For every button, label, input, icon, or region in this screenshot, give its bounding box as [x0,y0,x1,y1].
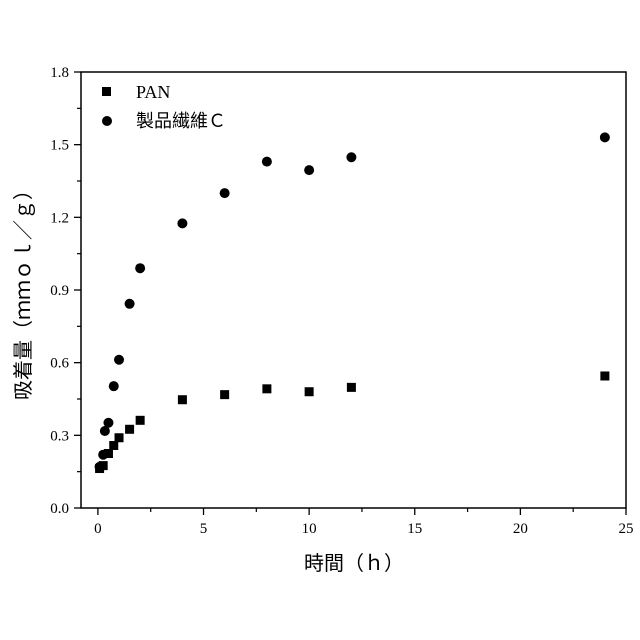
y-tick-labels: 0.0 0.3 0.6 0.9 1.2 1.5 1.8 [50,65,69,517]
legend: PAN 製品繊維Ｃ [102,82,226,131]
x-tick-label: 0 [94,521,102,537]
point-series-1 [599,132,610,143]
point-series-1 [219,188,230,199]
point-series-1 [103,417,114,428]
point-series-0 [177,395,187,405]
x-axis-title: 時間（ｈ） [304,552,404,575]
legend-label-fiber-c: 製品繊維Ｃ [136,111,226,131]
point-series-1 [98,449,109,460]
point-series-0 [600,371,610,381]
point-series-1 [94,461,105,472]
plot-area [80,71,627,509]
point-series-0 [346,382,356,392]
y-tick-label: 0.9 [50,283,69,299]
data-points [94,132,610,474]
y-tick-label: 0.6 [50,356,69,372]
point-series-1 [346,152,357,163]
y-tick-label: 1.2 [50,210,69,226]
point-series-1 [304,165,315,176]
y-tick-label: 1.8 [50,65,69,81]
point-series-0 [109,441,119,451]
point-series-0 [304,387,314,397]
axis-ticks [74,71,627,515]
point-series-0 [114,433,124,443]
x-tick-label: 25 [619,521,634,537]
point-series-0 [103,449,113,458]
point-series-0 [262,384,272,394]
x-tick-label: 10 [302,521,317,537]
y-tick-label: 0.0 [50,501,69,517]
point-series-1 [108,381,119,392]
point-series-1 [177,218,188,229]
x-tick-label: 15 [407,521,422,537]
x-tick-label: 20 [513,521,528,537]
legend-marker-fiber-c [102,116,112,126]
point-series-1 [114,354,125,365]
legend-marker-pan [102,87,111,96]
y-tick-label: 0.3 [50,428,69,444]
x-tick-labels: 0 5 10 15 20 25 [94,521,633,537]
point-series-1 [135,263,146,274]
point-series-1 [99,425,110,436]
y-tick-label: 1.5 [50,138,69,154]
point-series-0 [125,424,135,434]
point-series-0 [135,415,145,425]
point-series-1 [261,156,272,167]
y-axis-title: 吸着量（ｍｍｏｌ／ｇ） [12,180,35,400]
x-tick-label: 5 [200,521,208,537]
point-series-1 [124,298,135,309]
point-series-0 [220,390,230,400]
legend-label-pan: PAN [136,82,170,102]
